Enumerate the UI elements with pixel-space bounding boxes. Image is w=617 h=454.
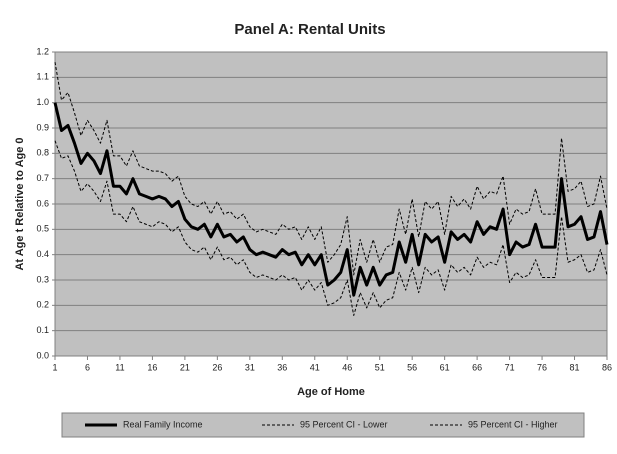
y-tick-label: 1.2: [36, 46, 49, 56]
series-line: [54, 140, 608, 316]
y-tick-label: 0.6: [36, 198, 49, 208]
chart-title: Panel A: Rental Units: [234, 21, 385, 38]
y-tick-label: 0.8: [36, 148, 49, 158]
y-tick-label: 0.3: [36, 274, 49, 284]
x-tick-label: 31: [245, 362, 255, 372]
x-tick-label: 21: [180, 362, 190, 372]
x-tick-label: 56: [407, 362, 417, 372]
x-tick-label: 46: [342, 362, 352, 372]
x-tick-label: 41: [310, 362, 320, 372]
x-tick-label: 76: [537, 362, 547, 372]
x-tick-label: 6: [85, 362, 90, 372]
x-tick-label: 61: [440, 362, 450, 372]
legend-label: Real Family Income: [123, 419, 203, 429]
y-tick-label: 0.4: [36, 249, 49, 259]
legend-box: [61, 412, 585, 438]
y-tick-label: 0.7: [36, 173, 49, 183]
y-tick-label: 1.1: [36, 72, 49, 82]
y-axis-title: At Age t Relative to Age 0: [14, 137, 26, 270]
y-tick-label: 0.9: [36, 122, 49, 132]
x-axis-title: Age of Home: [297, 386, 365, 398]
x-tick-label: 16: [147, 362, 157, 372]
x-tick-label: 51: [375, 362, 385, 372]
x-tick-label: 81: [570, 362, 580, 372]
y-tick-label: 1.0: [36, 97, 49, 107]
x-tick-label: 1: [52, 362, 57, 372]
series-line: [53, 102, 609, 297]
x-tick-label: 26: [212, 362, 222, 372]
y-tick-label: 0.5: [36, 224, 49, 234]
x-tick-label: 86: [602, 362, 612, 372]
legend-label: 95 Percent CI - Lower: [300, 419, 388, 429]
y-tick-label: 0.0: [36, 350, 49, 360]
y-tick-label: 0.2: [36, 300, 49, 310]
series-line: [54, 62, 608, 276]
x-tick-label: 36: [277, 362, 287, 372]
y-tick-label: 0.1: [36, 325, 49, 335]
x-tick-label: 66: [472, 362, 482, 372]
x-tick-label: 71: [505, 362, 515, 372]
x-tick-label: 11: [115, 362, 124, 372]
legend-label: 95 Percent CI - Higher: [468, 419, 558, 429]
